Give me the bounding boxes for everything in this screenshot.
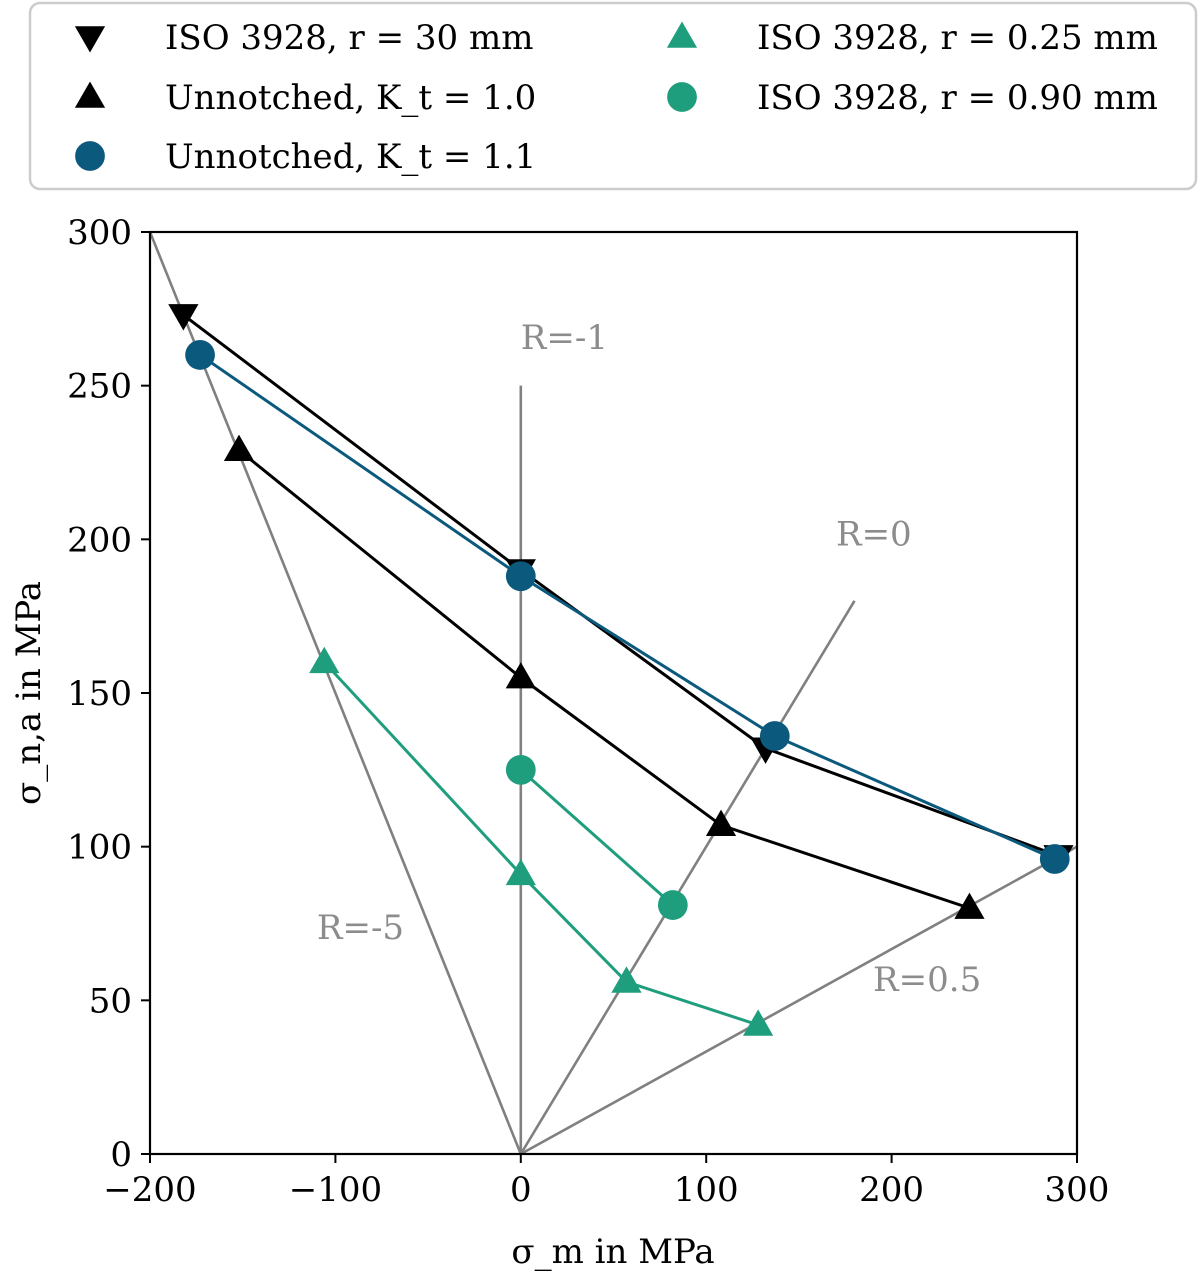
y-tick-label: 200 xyxy=(67,520,132,560)
series-line-unnotched-k-t-1-0 xyxy=(238,449,970,910)
reference-line-r-0-5 xyxy=(520,845,1078,1156)
x-tick-label: −100 xyxy=(289,1170,382,1210)
data-point-unnotched-k-t-1-0-3 xyxy=(954,892,985,919)
x-tick-label: 200 xyxy=(859,1170,924,1210)
y-axis-title: σ_n,a in MPa xyxy=(9,581,49,805)
data-point-iso-3928-r-0-90-mm-0 xyxy=(505,754,536,785)
x-axis-title: σ_m in MPa xyxy=(511,1232,714,1272)
legend-label-iso-3928-r-0-25-mm: ISO 3928, r = 0.25 mm xyxy=(757,18,1158,58)
series-lines xyxy=(182,313,1059,1027)
legend-marker-iso-3928-r-0-25-mm xyxy=(666,21,698,48)
legend-marker-iso-3928-r-0-90-mm xyxy=(667,82,697,112)
series-line-iso-3928-r-0-90-mm xyxy=(519,768,674,907)
data-point-unnotched-k-t-1-0-1 xyxy=(505,662,536,689)
series-markers xyxy=(168,304,1074,1036)
reference-line-r-5 xyxy=(148,231,523,1155)
data-point-iso-3928-r-0-25-mm-1 xyxy=(505,858,536,886)
y-tick-label: 300 xyxy=(67,213,132,253)
legend-marker-unnotched-k-t-1-1 xyxy=(75,141,105,171)
reference-label-r-1: R=-1 xyxy=(521,318,608,358)
reference-lines: R=-1 R=0 R=-5 R=0.5 xyxy=(148,231,1078,1156)
reference-label-r-5: R=-5 xyxy=(317,908,404,948)
y-tick-label: 0 xyxy=(110,1135,132,1175)
legend-label-unnotched-k-t-1-1: Unnotched, K_t = 1.1 xyxy=(165,137,536,177)
plot-frame xyxy=(148,230,1079,1156)
data-point-unnotched-k-t-1-1-3 xyxy=(1039,844,1070,874)
y-tick-label: 100 xyxy=(67,828,132,868)
legend-marker-iso-3928-r-30-mm xyxy=(74,26,106,53)
data-point-unnotched-k-t-1-0-0 xyxy=(223,434,255,462)
x-tick-label: 300 xyxy=(1045,1170,1110,1210)
y-tick-label: 150 xyxy=(67,674,132,714)
data-point-iso-3928-r-30-mm-0 xyxy=(168,304,199,331)
reference-line-r-0 xyxy=(519,600,856,1155)
data-point-iso-3928-r-0-25-mm-3 xyxy=(742,1009,774,1036)
x-tick-label: 100 xyxy=(674,1170,739,1210)
data-point-iso-3928-r-0-25-mm-0 xyxy=(309,646,340,674)
data-point-unnotched-k-t-1-0-2 xyxy=(705,809,737,836)
legend-label-iso-3928-r-30-mm: ISO 3928, r = 30 mm xyxy=(165,18,533,58)
data-point-unnotched-k-t-1-1-2 xyxy=(759,721,790,751)
x-tick-label: 0 xyxy=(510,1170,532,1210)
y-tick-label: 50 xyxy=(89,981,132,1021)
series-line-unnotched-k-t-1-1 xyxy=(199,353,1056,861)
data-point-unnotched-k-t-1-1-0 xyxy=(185,340,215,370)
axis-ticks: −200 −100 0 100 200 300 0 50 100 150 200 250 300 xyxy=(67,213,1109,1210)
reference-label-r-0-5: R=0.5 xyxy=(873,960,981,1000)
legend-frame xyxy=(28,1,1198,191)
legend-label-unnotched-k-t-1-0: Unnotched, K_t = 1.0 xyxy=(165,78,536,118)
legend-marker-unnotched-k-t-1-0 xyxy=(74,81,106,108)
legend: ISO 3928, r = 30 mm Unnotched, K_t = 1.0 U… xyxy=(28,1,1198,191)
data-point-iso-3928-r-0-90-mm-1 xyxy=(657,890,688,920)
series-line-iso-3928-r-30-mm xyxy=(182,313,1059,858)
data-point-unnotched-k-t-1-1-1 xyxy=(505,561,536,592)
x-tick-label: −200 xyxy=(103,1170,196,1210)
reference-label-r-0: R=0 xyxy=(836,514,912,554)
series-line-iso-3928-r-0-25-mm xyxy=(323,661,759,1027)
legend-label-iso-3928-r-0-90-mm: ISO 3928, r = 0.90 mm xyxy=(757,78,1158,118)
y-tick-label: 250 xyxy=(67,367,132,407)
data-point-iso-3928-r-0-25-mm-2 xyxy=(611,966,642,993)
